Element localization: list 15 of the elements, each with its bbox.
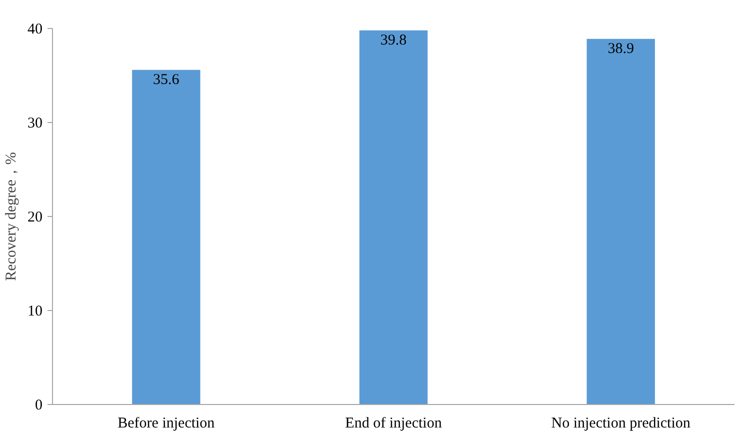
y-axis-title: Recovery degree，%	[4, 152, 20, 281]
y-tick-label: 0	[35, 398, 42, 414]
data-label: 38.9	[608, 40, 634, 57]
bar	[586, 38, 655, 404]
data-label: 35.6	[153, 72, 180, 88]
x-tick-label: Before injection	[118, 416, 216, 432]
y-tick-label: 30	[28, 116, 42, 132]
bar	[359, 30, 428, 404]
y-tick-label: 10	[28, 304, 42, 320]
bar	[132, 70, 200, 404]
x-tick-label: No injection prediction	[551, 416, 691, 432]
data-label: 39.8	[380, 32, 407, 48]
y-tick-label: 20	[28, 210, 42, 226]
y-tick-label: 40	[28, 22, 42, 38]
x-tick-label: End of injection	[345, 416, 442, 432]
